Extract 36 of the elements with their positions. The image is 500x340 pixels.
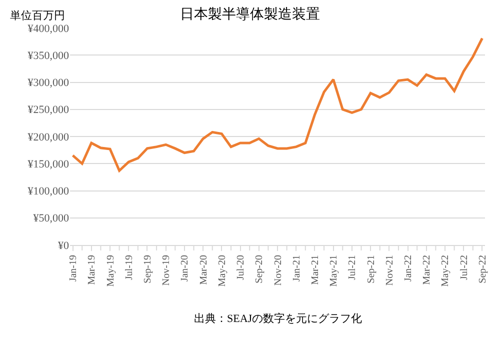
x-tick-label: Jan-22 — [403, 255, 414, 282]
y-tick-label: ¥400,000 — [28, 22, 70, 35]
source-note: 出典：SEAJの数字を元にグラフ化 — [194, 312, 362, 325]
y-tick-label: ¥50,000 — [33, 212, 70, 225]
x-tick-label: Nov-20 — [272, 255, 284, 286]
x-tick-label: Mar-21 — [310, 255, 321, 285]
y-tick-label: ¥200,000 — [28, 131, 70, 144]
x-tick-label: Sep-21 — [366, 255, 377, 284]
x-tick-label: Jan-20 — [180, 255, 191, 282]
x-tick-label: Sep-20 — [254, 255, 266, 284]
line-series — [72, 37, 484, 172]
x-tick-label: Jul-21 — [347, 255, 358, 280]
y-axis-title: 単位百万円 — [10, 10, 65, 22]
chart-title: 日本製半導体製造装置 — [180, 6, 320, 22]
x-tick-label: Mar-20 — [198, 255, 210, 285]
x-tick-label: Nov-21 — [384, 255, 396, 286]
x-tick-label: Jul-22 — [458, 255, 470, 280]
x-tick-label: Mar-19 — [86, 255, 98, 285]
x-tick-label: Sep-22 — [477, 255, 488, 284]
y-tick-label: ¥150,000 — [28, 158, 70, 170]
x-tick-label: Sep-19 — [142, 255, 154, 284]
x-tick-label: May-21 — [328, 255, 340, 287]
x-tick-label: Jul-19 — [124, 255, 135, 280]
y-tick-label: ¥0 — [58, 240, 70, 252]
x-tick-label: Mar-22 — [422, 255, 433, 285]
x-tick-label: Nov-19 — [161, 255, 172, 286]
y-tick-label: ¥350,000 — [28, 50, 70, 62]
x-tick-label: Jul-20 — [236, 255, 247, 280]
x-tick-label: May-20 — [216, 255, 228, 287]
y-tick-label: ¥250,000 — [28, 104, 70, 116]
y-tick-label: ¥300,000 — [28, 77, 70, 90]
x-tick-label: Jan-21 — [291, 255, 302, 282]
x-tick-label: May-19 — [105, 255, 116, 287]
x-tick-label: May-22 — [440, 255, 452, 287]
x-tick-label: Jan-19 — [68, 255, 80, 282]
y-tick-label: ¥100,000 — [28, 186, 70, 198]
